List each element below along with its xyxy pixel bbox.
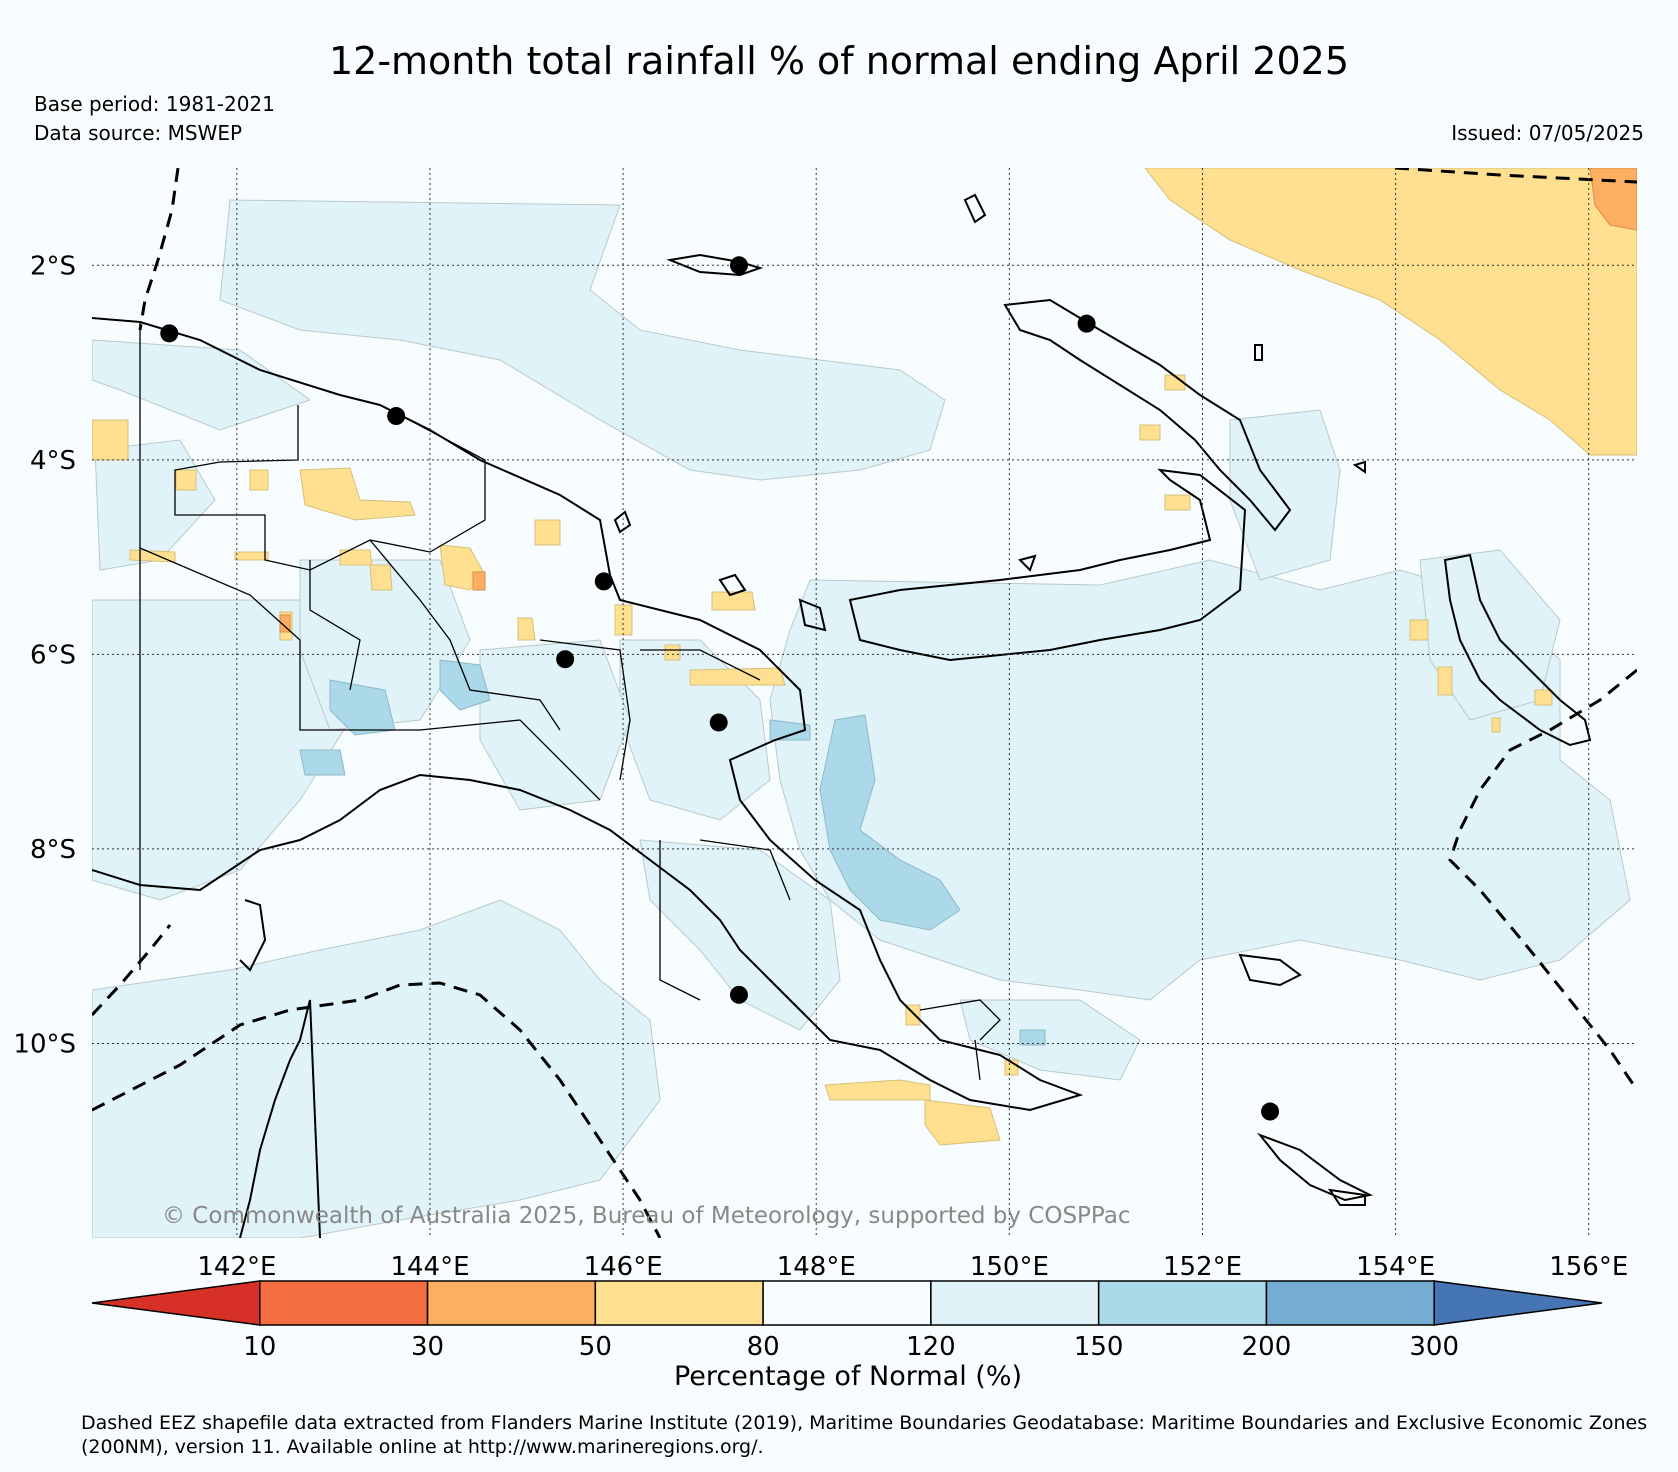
footnote: Dashed EEZ shapefile data extracted from… — [81, 1412, 1648, 1458]
colorbar-segment — [594, 1280, 764, 1326]
lat-tick-label: 6°S — [30, 640, 76, 670]
data-source: Data source: MSWEP — [34, 121, 243, 145]
colorbar-labels: 10 30 50 80 120 150 200 300 — [243, 1332, 1459, 1362]
colorbar-segment — [1265, 1280, 1435, 1326]
zone-150-200 — [299, 659, 1046, 1046]
latitude-labels: 2°S 4°S 6°S 8°S 10°S — [13, 251, 76, 1059]
gridlines — [92, 168, 1637, 1238]
map-title: 12-month total rainfall % of normal endi… — [328, 39, 1350, 83]
colorbar-segment — [762, 1280, 932, 1326]
zone-120-150 — [92, 199, 1631, 1238]
lat-tick-label: 10°S — [13, 1029, 76, 1059]
lon-tick-label: 156°E — [1549, 1252, 1628, 1282]
colorbar-tick-label: 200 — [1242, 1332, 1292, 1362]
lon-tick-label: 144°E — [390, 1252, 469, 1282]
map-area — [92, 168, 1637, 1238]
eez-boundaries — [92, 168, 1637, 1238]
issued-date: Issued: 07/05/2025 — [1451, 121, 1644, 145]
city-marker — [709, 713, 728, 732]
colorbar-tick-label: 10 — [243, 1332, 276, 1362]
lat-tick-label: 4°S — [30, 446, 76, 476]
colorbar-tick-label: 300 — [1409, 1332, 1459, 1362]
city-marker — [556, 650, 575, 669]
lon-tick-label: 152°E — [1163, 1252, 1242, 1282]
colorbar-title: Percentage of Normal (%) — [674, 1361, 1022, 1392]
city-marker — [729, 256, 748, 275]
base-period: Base period: 1981-2021 — [34, 92, 275, 116]
city-marker — [1261, 1102, 1280, 1121]
city-marker — [160, 324, 179, 343]
colorbar-segment — [426, 1280, 597, 1326]
lat-tick-label: 2°S — [30, 251, 76, 281]
copyright-notice: © Commonwealth of Australia 2025, Bureau… — [162, 1203, 1131, 1229]
colorbar-low-extend — [91, 1280, 261, 1326]
lon-tick-label: 142°E — [197, 1252, 276, 1282]
lat-tick-label: 8°S — [30, 835, 76, 865]
city-marker — [387, 407, 406, 426]
longitude-labels: 142°E 144°E 146°E 148°E 150°E 152°E 154°E 156°E — [197, 1252, 1628, 1282]
province-boundaries — [139, 322, 1001, 1081]
city-markers — [160, 256, 1280, 1121]
zone-30-50 — [279, 168, 1637, 633]
lon-tick-label: 146°E — [584, 1252, 663, 1282]
lon-tick-label: 154°E — [1356, 1252, 1435, 1282]
colorbar-segment — [259, 1280, 429, 1326]
colorbar-segment — [1097, 1280, 1268, 1326]
lon-tick-label: 150°E — [970, 1252, 1049, 1282]
zone-50-80 — [92, 168, 1637, 1146]
colorbar-high-extend — [1433, 1280, 1603, 1326]
colorbar-tick-label: 120 — [906, 1332, 956, 1362]
city-marker — [594, 572, 613, 591]
city-marker — [1077, 314, 1096, 333]
colorbar-tick-label: 150 — [1074, 1332, 1124, 1362]
city-marker — [729, 985, 748, 1004]
colorbar-tick-label: 50 — [579, 1332, 612, 1362]
colorbar — [91, 1280, 1603, 1326]
colorbar-tick-label: 80 — [747, 1332, 780, 1362]
lon-tick-label: 148°E — [777, 1252, 856, 1282]
colorbar-segment — [930, 1280, 1100, 1326]
colorbar-tick-label: 30 — [411, 1332, 444, 1362]
